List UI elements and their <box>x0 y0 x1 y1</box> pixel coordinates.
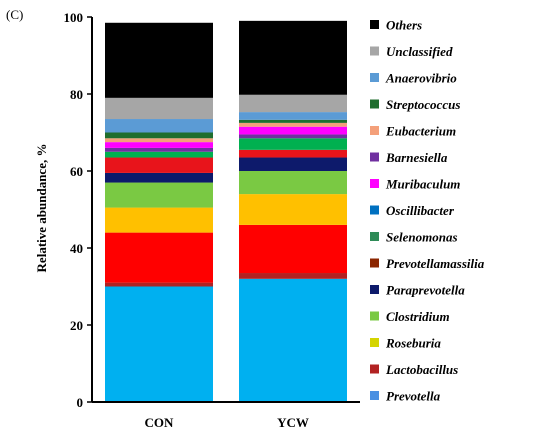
bar-ycw-eubacterium <box>239 122 347 127</box>
legend-label-paraprevotella: Paraprevotella <box>386 283 465 298</box>
legend: Others Unclassified Anaerovibrio Streptococ… <box>370 18 485 404</box>
legend-swatch-prevotella <box>370 391 379 400</box>
bar-ycw-clostridium <box>239 194 347 225</box>
bar-ycw-oscillibacter <box>239 138 347 150</box>
legend-swatch-anaerovibrio <box>370 73 379 82</box>
bar-ycw-roseburia <box>239 224 347 274</box>
bar-ycw-muribaculum <box>239 134 347 139</box>
bar-con-clostridium <box>105 207 213 233</box>
bar-con-paraprevotella <box>105 182 213 208</box>
bar-ycw-paraprevotella <box>239 171 347 195</box>
legend-label-prevotellamassilia: Prevotellamassilia <box>386 256 485 271</box>
legend-label-prevotella: Prevotella <box>386 389 441 404</box>
bar-con-barnesiella <box>105 142 213 148</box>
legend-swatch-prevotellamassilia <box>370 258 379 268</box>
y-axis-label: Relative abundance, % <box>34 144 49 273</box>
bar-con-eubacterium <box>105 138 213 143</box>
bar-ycw-barnesiella <box>239 126 347 135</box>
legend-label-lactobacillus: Lactobacillus <box>385 362 458 377</box>
legend-swatch-streptococcus <box>370 99 379 109</box>
legend-label-selenomonas: Selenomonas <box>386 230 458 245</box>
legend-label-barnesiella: Barnesiella <box>385 150 448 165</box>
legend-swatch-unclassified <box>370 46 379 56</box>
legend-swatch-paraprevotella <box>370 285 379 294</box>
legend-label-eubacterium: Eubacterium <box>385 124 456 139</box>
legend-swatch-barnesiella <box>370 152 379 162</box>
bar-con-roseburia <box>105 232 213 283</box>
legend-swatch-lactobacillus <box>370 364 379 374</box>
legend-swatch-oscillibacter <box>370 205 379 215</box>
x-tick-label-con: CON <box>145 415 175 430</box>
y-tick-label: 20 <box>70 318 83 333</box>
legend-label-anaerovibrio: Anaerovibrio <box>385 71 457 86</box>
x-tick-label-ycw: YCW <box>277 415 309 430</box>
bars-group <box>105 20 347 402</box>
legend-swatch-eubacterium <box>370 126 379 135</box>
y-tick-label: 100 <box>64 10 84 25</box>
legend-label-oscillibacter: Oscillibacter <box>386 203 455 218</box>
bar-con-prevotella <box>105 286 213 402</box>
legend-label-roseburia: Roseburia <box>385 336 441 351</box>
legend-label-unclassified: Unclassified <box>386 44 453 59</box>
legend-swatch-roseburia <box>370 338 379 347</box>
bar-ycw-prevotella <box>239 278 347 402</box>
bar-con-oscillibacter <box>105 151 213 158</box>
bar-ycw-others <box>239 20 347 95</box>
legend-label-muribaculum: Muribaculum <box>385 177 460 192</box>
legend-label-others: Others <box>386 18 422 33</box>
bar-con-others <box>105 22 213 98</box>
y-tick-label: 80 <box>70 87 83 102</box>
legend-swatch-others <box>370 20 379 29</box>
bar-ycw-streptococcus <box>239 119 347 123</box>
bar-con-anaerovibrio <box>105 119 213 133</box>
bar-con-lactobacillus <box>105 282 213 287</box>
bar-con-muribaculum <box>105 147 213 152</box>
bar-ycw-unclassified <box>239 94 347 113</box>
y-tick-label: 40 <box>70 241 83 256</box>
axes-group: CON YCW 0 20 40 60 80 100 <box>64 10 360 430</box>
bar-ycw-selenomonas <box>239 149 347 158</box>
bar-con-unclassified <box>105 97 213 120</box>
legend-label-clostridium: Clostridium <box>386 309 450 324</box>
legend-swatch-selenomonas <box>370 232 379 241</box>
panel-label: (C) <box>6 7 23 22</box>
bar-ycw-anaerovibrio <box>239 112 347 120</box>
bar-con-streptococcus <box>105 132 213 139</box>
bar-con-prevotellamassilia <box>105 172 213 183</box>
legend-swatch-muribaculum <box>370 179 379 188</box>
bar-ycw-prevotellamassilia <box>239 157 347 171</box>
legend-label-streptococcus: Streptococcus <box>386 97 460 112</box>
y-tick-label: 60 <box>70 164 83 179</box>
legend-swatch-clostridium <box>370 311 379 321</box>
y-tick-label: 0 <box>77 395 84 410</box>
bar-ycw-lactobacillus <box>239 273 347 279</box>
bar-con-selenomonas <box>105 157 213 173</box>
